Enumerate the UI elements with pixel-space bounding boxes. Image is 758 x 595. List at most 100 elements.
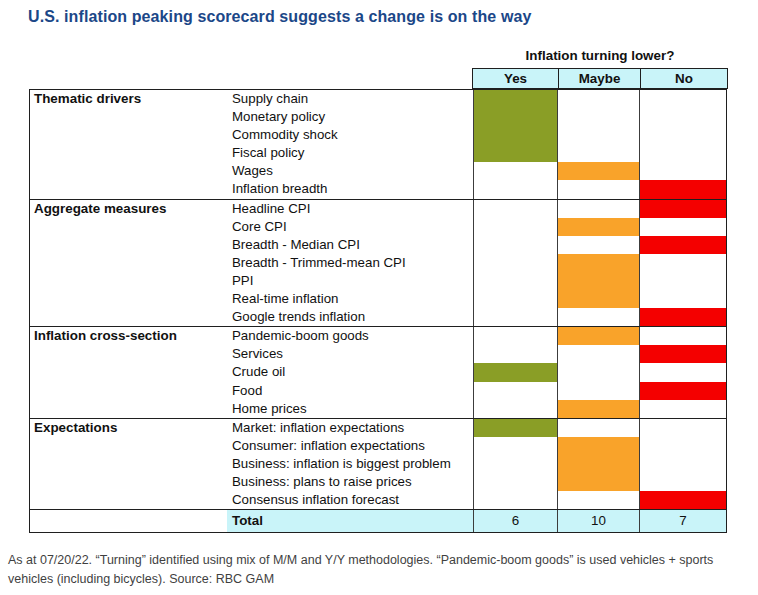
rating-cell-no xyxy=(639,473,726,491)
indicator-label: Breadth - Median CPI xyxy=(227,236,473,254)
rating-cell-yes xyxy=(473,218,557,236)
rating-cell-yes xyxy=(473,437,557,455)
total-row: Total6107 xyxy=(30,510,726,532)
rating-cell-yes xyxy=(473,308,557,326)
rating-cell-no xyxy=(639,363,726,381)
rating-cell-yes xyxy=(473,144,557,162)
rating-cell-yes xyxy=(473,491,557,509)
rating-cell-no xyxy=(639,290,726,308)
indicator-label: Crude oil xyxy=(227,363,473,381)
rating-cell-yes xyxy=(473,363,557,381)
rating-cell-no xyxy=(639,272,726,290)
rating-cell-maybe xyxy=(557,455,639,473)
rating-cell-maybe xyxy=(557,272,639,290)
category-group: Aggregate measuresHeadline CPICore CPIBr… xyxy=(30,200,726,328)
rating-cell-no xyxy=(639,180,726,198)
indicator-label: Headline CPI xyxy=(227,200,473,218)
rating-cell-no xyxy=(639,455,726,473)
column-header-no: No xyxy=(640,69,727,88)
rating-cell-no xyxy=(639,419,726,437)
category-label: Expectations xyxy=(30,419,227,509)
indicator-label: Breadth - Trimmed-mean CPI xyxy=(227,254,473,272)
indicator-label: Core CPI xyxy=(227,218,473,236)
indicator-label: Fiscal policy xyxy=(227,144,473,162)
rating-cell-maybe xyxy=(557,345,639,363)
total-label: Total xyxy=(227,510,473,532)
column-header-yes: Yes xyxy=(473,69,558,88)
rating-cell-maybe xyxy=(557,363,639,381)
indicator-label: Commodity shock xyxy=(227,126,473,144)
rating-cell-maybe xyxy=(557,108,639,126)
rating-cell-yes xyxy=(473,290,557,308)
rating-cell-maybe xyxy=(557,290,639,308)
rating-cell-yes xyxy=(473,419,557,437)
rating-cell-maybe xyxy=(557,126,639,144)
rating-cell-maybe xyxy=(557,437,639,455)
indicator-label: Consensus inflation forecast xyxy=(227,491,473,509)
footnote-line-2: vehicles (including bicycles). Source: R… xyxy=(8,570,753,589)
rating-cell-yes xyxy=(473,345,557,363)
rating-cell-maybe xyxy=(557,90,639,108)
rating-cell-no xyxy=(639,162,726,180)
rating-header-row: Yes Maybe No xyxy=(472,68,728,89)
footnote: As at 07/20/22. “Turning” identified usi… xyxy=(8,551,753,588)
rating-cell-maybe xyxy=(557,491,639,509)
rating-cell-maybe xyxy=(557,144,639,162)
indicator-label: Food xyxy=(227,382,473,400)
rating-cell-no xyxy=(639,236,726,254)
indicator-label: Real-time inflation xyxy=(227,290,473,308)
rating-cell-maybe xyxy=(557,254,639,272)
rating-cell-no xyxy=(639,144,726,162)
indicator-label: Monetary policy xyxy=(227,108,473,126)
rating-cell-yes xyxy=(473,90,557,108)
category-group: Inflation cross-sectionPandemic-boom goo… xyxy=(30,327,726,418)
total-maybe: 10 xyxy=(557,510,639,532)
rating-cell-no xyxy=(639,90,726,108)
indicator-label: Pandemic-boom goods xyxy=(227,327,473,345)
rating-cell-maybe xyxy=(557,218,639,236)
total-no: 7 xyxy=(639,510,726,532)
indicator-label: PPI xyxy=(227,272,473,290)
rating-cell-yes xyxy=(473,473,557,491)
indicator-label: Business: inflation is biggest problem xyxy=(227,455,473,473)
total-yes: 6 xyxy=(473,510,557,532)
category-group: Thematic driversSupply chainMonetary pol… xyxy=(30,90,726,200)
category-label: Aggregate measures xyxy=(30,200,227,327)
rating-cell-no xyxy=(639,345,726,363)
rating-cell-no xyxy=(639,308,726,326)
indicator-label: Consumer: inflation expectations xyxy=(227,437,473,455)
indicator-label: Wages xyxy=(227,162,473,180)
scorecard-figure: U.S. inflation peaking scorecard suggest… xyxy=(0,0,758,595)
category-group: ExpectationsMarket: inflation expectatio… xyxy=(30,419,726,510)
rating-cell-yes xyxy=(473,236,557,254)
rating-cell-maybe xyxy=(557,200,639,218)
scorecard-table: Thematic driversSupply chainMonetary pol… xyxy=(29,89,727,533)
rating-cell-yes xyxy=(473,126,557,144)
indicator-label: Services xyxy=(227,345,473,363)
column-group-header: Inflation turning lower? xyxy=(472,48,728,63)
indicator-label: Google trends inflation xyxy=(227,308,473,326)
indicator-label: Business: plans to raise prices xyxy=(227,473,473,491)
footnote-line-1: As at 07/20/22. “Turning” identified usi… xyxy=(8,551,753,570)
rating-cell-yes xyxy=(473,180,557,198)
rating-cell-maybe xyxy=(557,180,639,198)
indicator-label: Market: inflation expectations xyxy=(227,419,473,437)
column-header-maybe: Maybe xyxy=(558,69,640,88)
rating-cell-no xyxy=(639,491,726,509)
rating-cell-yes xyxy=(473,254,557,272)
rating-cell-maybe xyxy=(557,236,639,254)
rating-cell-maybe xyxy=(557,400,639,418)
indicator-label: Home prices xyxy=(227,400,473,418)
rating-cell-no xyxy=(639,254,726,272)
rating-cell-no xyxy=(639,200,726,218)
rating-cell-no xyxy=(639,108,726,126)
rating-cell-yes xyxy=(473,327,557,345)
rating-cell-maybe xyxy=(557,308,639,326)
chart-title: U.S. inflation peaking scorecard suggest… xyxy=(28,8,531,26)
rating-cell-maybe xyxy=(557,162,639,180)
rating-cell-maybe xyxy=(557,473,639,491)
rating-cell-no xyxy=(639,437,726,455)
indicator-label: Inflation breadth xyxy=(227,180,473,198)
rating-cell-no xyxy=(639,382,726,400)
rating-cell-no xyxy=(639,218,726,236)
